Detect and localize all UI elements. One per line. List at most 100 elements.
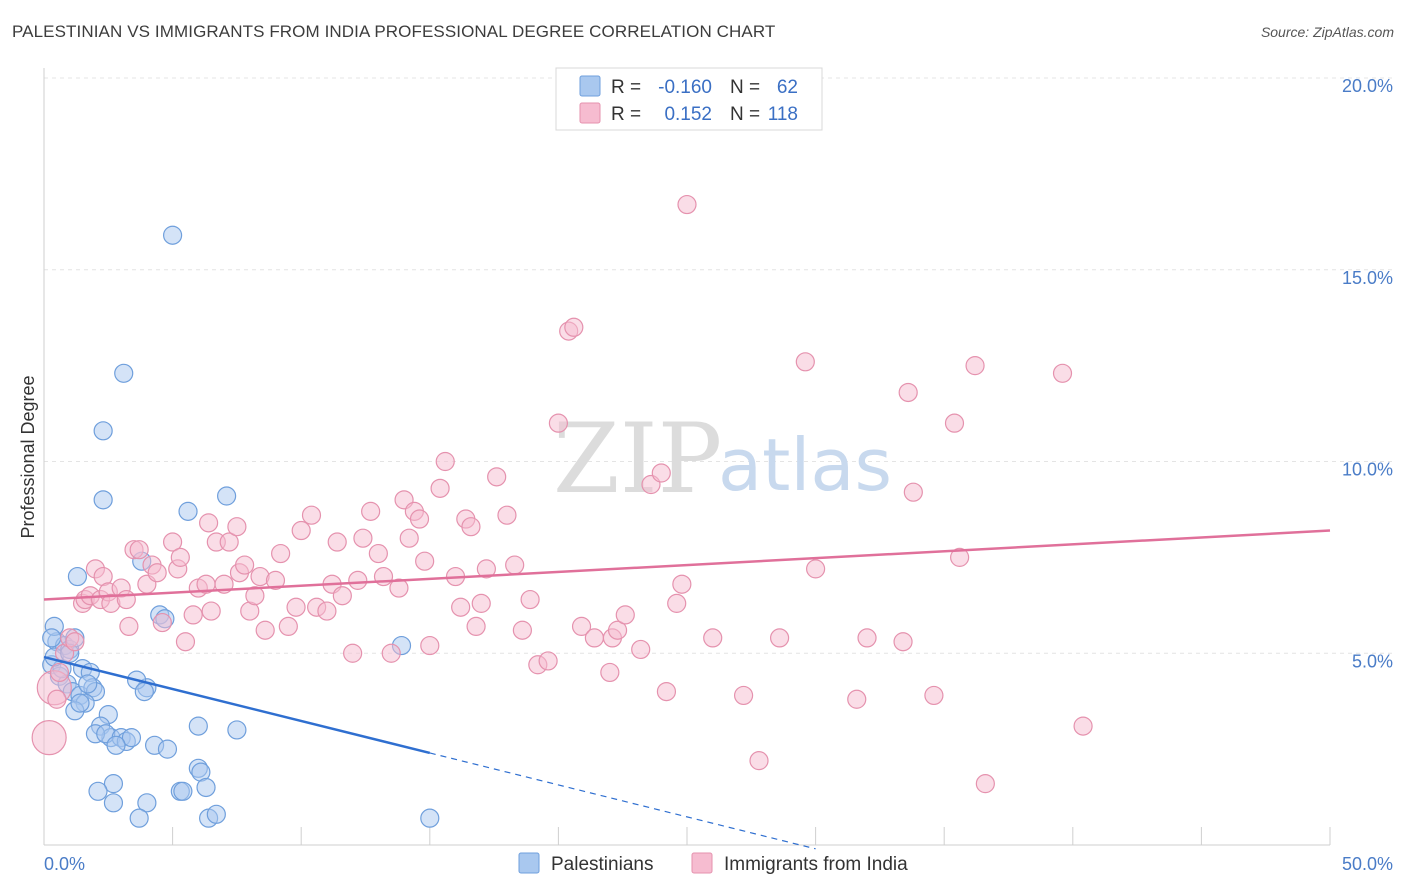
- point-palestinians: [67, 566, 88, 587]
- point-palestinians: [173, 781, 193, 801]
- point-immigrants-from-india: [183, 605, 203, 625]
- point-immigrants-from-india: [116, 589, 136, 610]
- point-immigrants-from-india: [129, 540, 149, 560]
- point-immigrants-from-india: [327, 532, 347, 552]
- point-palestinians: [93, 490, 113, 510]
- point-immigrants-from-india: [538, 651, 558, 671]
- legend-n-label-1: N =: [730, 77, 760, 98]
- point-immigrants-from-india: [471, 593, 491, 613]
- bottom-legend-label-india: Immigrants from India: [724, 854, 908, 875]
- axes: [43, 68, 1331, 846]
- point-immigrants-from-india: [857, 628, 877, 648]
- point-palestinians: [121, 728, 142, 748]
- point-immigrants-from-india: [944, 413, 965, 433]
- legend-n-value-2: 118: [768, 104, 798, 125]
- point-immigrants-from-india: [361, 501, 381, 521]
- point-immigrants-from-india: [805, 559, 826, 579]
- point-immigrants-from-india: [65, 632, 85, 652]
- point-immigrants-from-india: [430, 478, 450, 498]
- point-immigrants-from-india: [170, 547, 190, 567]
- point-immigrants-from-india: [487, 467, 507, 487]
- point-immigrants-from-india: [317, 601, 337, 621]
- tick-labels: 5.0% 10.0% 15.0% 20.0% 0.0% 50.0%: [44, 76, 1393, 874]
- point-immigrants-from-india: [49, 662, 70, 683]
- point-immigrants-from-india: [607, 620, 628, 640]
- point-immigrants-from-india: [420, 635, 440, 656]
- point-immigrants-from-india: [615, 605, 635, 625]
- point-immigrants-from-india: [353, 528, 373, 548]
- point-immigrants-from-india: [451, 597, 471, 617]
- point-immigrants-from-india: [271, 543, 291, 564]
- watermark-atlas: atlas: [718, 423, 892, 507]
- point-palestinians: [78, 674, 98, 694]
- point-palestinians: [188, 716, 208, 736]
- point-immigrants-from-india: [795, 352, 815, 372]
- legend-r-label-2: R =: [611, 104, 641, 125]
- point-palestinians: [70, 693, 90, 713]
- point-immigrants-from-india: [31, 720, 67, 756]
- point-palestinians: [42, 628, 62, 648]
- legend-r-value-1: -0.160: [658, 77, 712, 98]
- point-palestinians: [217, 486, 237, 506]
- legend-swatch-pink: [579, 102, 601, 124]
- y-tick-label: 10.0%: [1342, 460, 1393, 480]
- point-immigrants-from-india: [291, 520, 311, 541]
- point-immigrants-from-india: [119, 616, 139, 637]
- point-palestinians: [196, 777, 216, 798]
- point-immigrants-from-india: [950, 547, 970, 567]
- point-immigrants-from-india: [600, 662, 620, 683]
- point-immigrants-from-india: [898, 382, 918, 403]
- point-immigrants-from-india: [497, 505, 517, 525]
- point-immigrants-from-india: [975, 774, 995, 794]
- point-immigrants-from-india: [343, 643, 363, 663]
- legend-swatch-blue: [579, 75, 601, 97]
- point-immigrants-from-india: [505, 555, 525, 575]
- point-palestinians: [206, 804, 226, 824]
- x-tick-label: 0.0%: [44, 854, 85, 874]
- point-immigrants-from-india: [265, 570, 286, 590]
- point-immigrants-from-india: [461, 517, 481, 537]
- point-immigrants-from-india: [672, 574, 692, 594]
- y-tick-label: 20.0%: [1342, 76, 1393, 96]
- point-palestinians: [178, 501, 198, 521]
- bottom-legend-label-palestinians: Palestinians: [551, 854, 653, 875]
- watermark-zip: ZIP: [553, 403, 722, 515]
- point-palestinians: [93, 421, 113, 441]
- legend-n-value-1: 62: [777, 77, 798, 98]
- point-immigrants-from-india: [245, 586, 265, 606]
- point-palestinians: [129, 808, 149, 828]
- y-axis-label: Professional Degree: [18, 375, 38, 538]
- point-immigrants-from-india: [924, 685, 944, 706]
- bottom-legend-swatch-india: [691, 852, 713, 874]
- point-immigrants-from-india: [163, 532, 183, 552]
- point-immigrants-from-india: [667, 593, 687, 613]
- watermark: ZIP atlas: [553, 403, 892, 515]
- point-immigrants-from-india: [201, 601, 221, 621]
- chart-title: PALESTINIAN VS IMMIGRANTS FROM INDIA PRO…: [12, 22, 776, 41]
- x-tick-label: 50.0%: [1342, 854, 1393, 874]
- legend-r-label-1: R =: [611, 77, 641, 98]
- point-immigrants-from-india: [564, 317, 584, 337]
- bottom-legend-swatch-palestinians: [518, 852, 540, 874]
- point-palestinians: [103, 774, 124, 794]
- point-immigrants-from-india: [255, 620, 275, 640]
- point-immigrants-from-india: [847, 689, 867, 709]
- point-immigrants-from-india: [286, 597, 306, 617]
- point-immigrants-from-india: [584, 628, 605, 648]
- point-palestinians: [227, 720, 247, 740]
- chart-source: Source: ZipAtlas.com: [1260, 24, 1394, 40]
- point-palestinians: [88, 781, 108, 801]
- point-palestinians: [137, 793, 157, 813]
- point-immigrants-from-india: [965, 356, 985, 376]
- point-immigrants-from-india: [733, 685, 754, 706]
- top-legend: R = -0.160 N = 62 R = 0.152 N = 118: [555, 67, 823, 131]
- legend-r-value-2: 0.152: [664, 104, 712, 125]
- y-tick-label: 5.0%: [1352, 651, 1393, 671]
- trend-line-palestinians: [43, 655, 431, 755]
- trend-line-palestinians-extension: [429, 752, 816, 850]
- point-immigrants-from-india: [152, 612, 172, 633]
- point-immigrants-from-india: [348, 570, 368, 590]
- point-palestinians: [163, 225, 183, 245]
- point-immigrants-from-india: [703, 628, 723, 648]
